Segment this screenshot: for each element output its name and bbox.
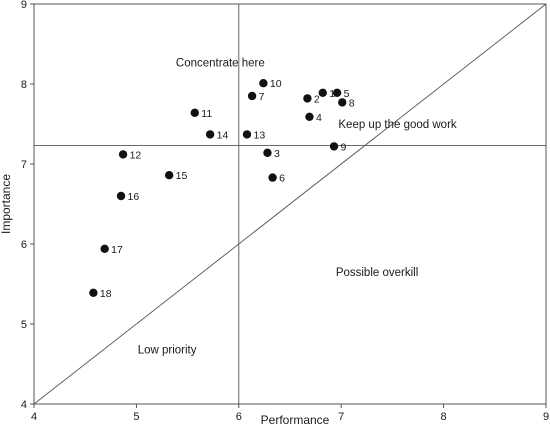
data-point xyxy=(190,108,199,118)
data-point-label: 9 xyxy=(341,141,347,153)
data-point xyxy=(329,142,339,151)
plot-border xyxy=(33,3,547,405)
tick-labels-layer: 4 5 6 7 8 9 4 5 6 7 8 9 xyxy=(21,0,549,423)
y-tick-label: 5 xyxy=(21,319,27,331)
data-point-label: 16 xyxy=(128,191,140,203)
quadrant-annotation: Low priority xyxy=(138,345,197,357)
data-point xyxy=(100,244,109,253)
data-point xyxy=(116,191,126,201)
data-point xyxy=(205,130,215,139)
data-point-label: 6 xyxy=(279,173,285,185)
x-tick-label: 9 xyxy=(543,411,549,423)
y-tick-label: 7 xyxy=(21,159,27,171)
data-point xyxy=(305,112,314,122)
data-point xyxy=(118,150,128,159)
data-point xyxy=(247,91,257,101)
data-point-label: 10 xyxy=(270,78,282,90)
y-tick-label: 4 xyxy=(21,399,27,411)
data-point xyxy=(338,98,347,107)
x-axis-label: Performance xyxy=(261,413,330,427)
data-point-label: 17 xyxy=(111,244,123,256)
data-point xyxy=(89,288,98,297)
data-point xyxy=(268,173,277,182)
data-point-label: 18 xyxy=(100,288,112,300)
data-point xyxy=(164,171,174,180)
data-point-label: 3 xyxy=(274,148,280,160)
y-tick-label: 9 xyxy=(21,0,27,11)
data-point-label: 14 xyxy=(217,129,229,141)
data-point xyxy=(318,88,327,98)
quadrant-annotation: Concentrate here xyxy=(176,57,265,69)
data-point xyxy=(263,148,272,157)
quadrant-annotations-layer: Concentrate here Keep up the good work Pos… xyxy=(138,57,457,356)
y-axis-label: Importance xyxy=(0,174,13,234)
quadrant-annotation: Keep up the good work xyxy=(338,119,457,131)
data-point-label: 1 xyxy=(329,88,335,100)
quadrant-annotation: Possible overkill xyxy=(336,267,418,279)
x-tick-label: 6 xyxy=(236,411,242,423)
plot-frame-layer xyxy=(30,3,547,408)
reference-lines-layer xyxy=(33,3,547,405)
data-point-label: 5 xyxy=(344,88,350,100)
y-tick-label: 6 xyxy=(21,239,27,251)
x-tick-label: 4 xyxy=(31,411,37,423)
diagonal-reference-line xyxy=(33,3,547,405)
data-point-label: 15 xyxy=(176,170,188,182)
data-point-label: 13 xyxy=(253,129,265,141)
data-point-label: 7 xyxy=(259,91,265,103)
data-point xyxy=(242,130,252,139)
data-point-label: 4 xyxy=(316,112,322,124)
x-tick-label: 8 xyxy=(441,411,447,423)
y-tick-label: 8 xyxy=(21,79,27,91)
data-point-label: 2 xyxy=(314,93,320,105)
data-point-label: 8 xyxy=(349,97,355,109)
data-point xyxy=(332,88,342,98)
x-tick-label: 7 xyxy=(338,411,344,423)
x-tick-label: 5 xyxy=(133,411,139,423)
data-point-label: 12 xyxy=(130,149,142,161)
data-point xyxy=(259,79,268,88)
data-point xyxy=(303,94,312,103)
data-point-label: 11 xyxy=(201,108,212,120)
